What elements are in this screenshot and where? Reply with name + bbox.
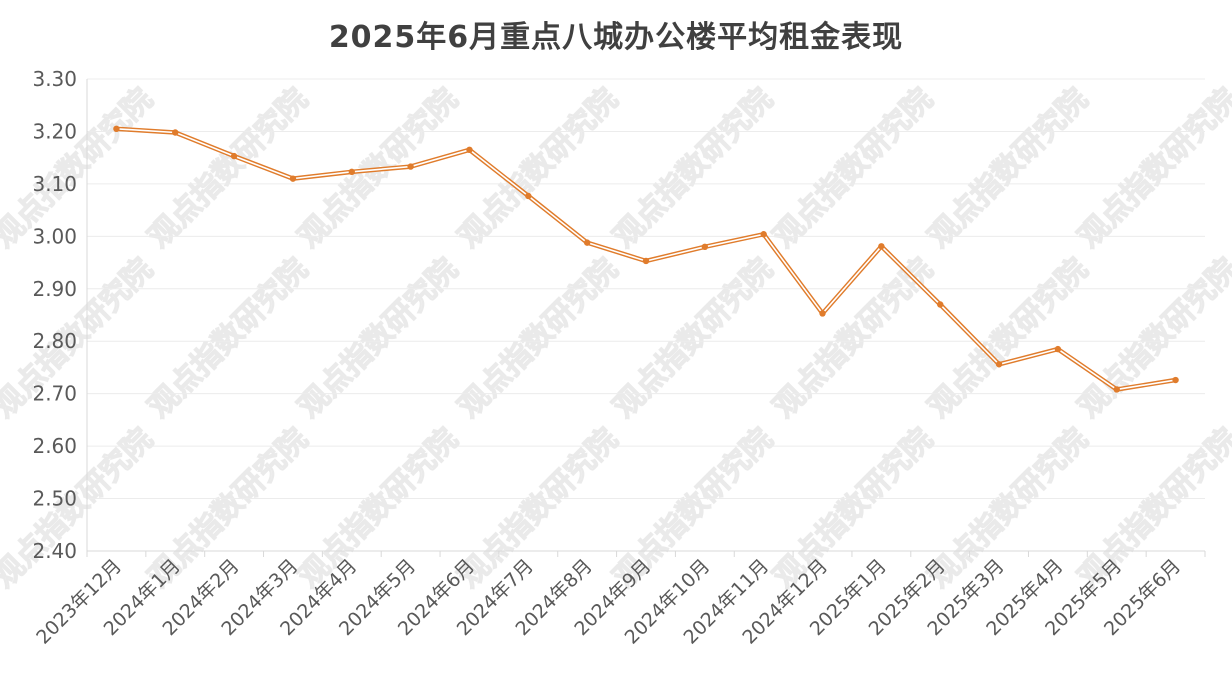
- watermark-text: 观点指数研究院: [452, 422, 625, 595]
- data-point: [819, 310, 826, 317]
- watermark-text: 观点指数研究院: [1072, 82, 1232, 255]
- y-tick-label: 2.40: [32, 539, 77, 563]
- data-point: [230, 152, 238, 160]
- data-point: [1054, 345, 1062, 353]
- watermark-text: 观点指数研究院: [142, 82, 315, 255]
- data-point: [701, 243, 709, 251]
- y-tick-label: 2.90: [32, 277, 77, 301]
- y-tick-labels: 3.30 3.20 3.10 3.00 2.90 2.80 2.70 2.60 2.50 2.40: [32, 67, 77, 563]
- data-point: [1172, 376, 1179, 384]
- watermark-layer: 观点指数研究院观点指数研究院观点指数研究院观点指数研究院观点指数研究院观点指数研…: [0, 81, 1232, 595]
- data-point: [937, 301, 944, 308]
- axes: [86, 79, 1206, 557]
- watermark-text: 观点指数研究院: [452, 252, 625, 425]
- series-layer: [113, 125, 1179, 393]
- data-point: [348, 168, 355, 176]
- watermark-text: 观点指数研究院: [0, 422, 160, 595]
- watermark-text: 观点指数研究院: [292, 252, 465, 425]
- watermark-text: 观点指数研究院: [0, 252, 160, 425]
- watermark-text: 观点指数研究院: [607, 252, 780, 425]
- watermark-text: 观点指数研究院: [0, 82, 160, 255]
- y-tick-label: 3.20: [32, 119, 77, 143]
- watermark-text: 观点指数研究院: [607, 82, 780, 255]
- data-point: [760, 231, 767, 238]
- data-point: [113, 125, 120, 133]
- y-tick-label: 2.70: [32, 382, 77, 406]
- data-point: [525, 192, 532, 200]
- watermark-text: 观点指数研究院: [452, 82, 625, 255]
- watermark-text: 观点指数研究院: [1072, 252, 1232, 425]
- data-point: [583, 239, 591, 246]
- data-point: [878, 243, 885, 250]
- y-tick-label: 3.00: [32, 224, 77, 248]
- watermark-text: 观点指数研究院: [142, 252, 315, 425]
- y-tick-label: 2.80: [32, 329, 77, 353]
- y-tick-label: 3.10: [32, 172, 77, 196]
- y-tick-label: 3.30: [32, 67, 77, 91]
- y-tick-label: 2.50: [32, 487, 77, 511]
- data-point: [1113, 386, 1120, 393]
- chart-title: 2025年6月重点八城办公楼平均租金表现: [328, 20, 904, 55]
- data-point: [172, 129, 179, 136]
- data-point: [466, 146, 473, 153]
- data-point: [642, 257, 650, 265]
- data-point: [407, 163, 414, 170]
- data-point: [995, 361, 1003, 368]
- watermark-text: 观点指数研究院: [922, 252, 1095, 425]
- watermark-text: 观点指数研究院: [767, 82, 940, 255]
- watermark-text: 观点指数研究院: [292, 422, 465, 595]
- data-point: [289, 175, 297, 182]
- watermark-text: 观点指数研究院: [922, 82, 1095, 255]
- y-tick-label: 2.60: [32, 434, 77, 458]
- watermark-text: 观点指数研究院: [767, 422, 940, 595]
